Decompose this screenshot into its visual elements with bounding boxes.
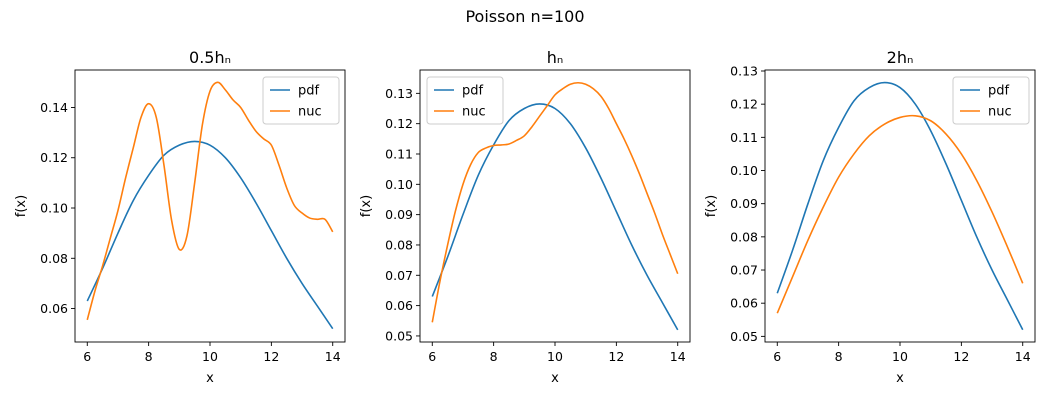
legend-label-nuc: nuc xyxy=(988,105,1012,120)
x-axis-label: x xyxy=(896,371,904,386)
y-tick-label: 0.14 xyxy=(40,100,68,115)
legend-box xyxy=(426,76,504,125)
x-tick-label: 12 xyxy=(953,349,969,364)
subplot-3: 6 8 10 12 14 0.05 0.06 0.07 0.08 0.09 0.10 0.11 0.12… xyxy=(704,48,1036,386)
x-tick-label: 6 xyxy=(428,349,436,364)
subplot-title: 2hₙ xyxy=(887,48,914,67)
y-tick-label: 0.05 xyxy=(385,328,413,343)
series-line-nuc xyxy=(431,81,679,323)
series-line-nuc xyxy=(776,114,1024,314)
y-tick-label: 0.07 xyxy=(385,268,413,283)
subplot-2: 6 8 10 12 14 0.05 0.06 0.07 0.08 0.09 0.10 0.11 0.12… xyxy=(359,48,691,386)
y-tick-label: 0.06 xyxy=(730,296,758,311)
x-tick-label: 14 xyxy=(1015,349,1031,364)
y-tick-label: 0.05 xyxy=(730,329,758,344)
y-tick-label: 0.12 xyxy=(730,97,758,112)
x-tick-label: 14 xyxy=(670,349,686,364)
y-tick-label: 0.09 xyxy=(730,196,758,211)
y-axis-label: f(x) xyxy=(704,195,719,217)
subplot-1: 6 8 10 12 14 0.06 0.08 0.10 0.12 0.14 0.5hₙ x f(x) pd… xyxy=(14,48,346,386)
x-tick-label: 8 xyxy=(490,349,498,364)
x-tick-label: 6 xyxy=(773,349,781,364)
legend-label-nuc: nuc xyxy=(462,105,486,120)
y-tick-label: 0.13 xyxy=(385,86,413,101)
x-axis-label: x xyxy=(551,371,559,386)
legend-label-nuc: nuc xyxy=(298,105,322,120)
x-tick-label: 10 xyxy=(202,349,218,364)
y-tick-label: 0.10 xyxy=(385,177,413,192)
x-tick-label: 12 xyxy=(263,349,279,364)
x-tick-label: 8 xyxy=(835,349,843,364)
legend-label-pdf: pdf xyxy=(462,84,484,99)
subplot-title: hₙ xyxy=(547,48,564,67)
y-tick-label: 0.08 xyxy=(730,229,758,244)
x-tick-label: 10 xyxy=(547,349,563,364)
y-tick-label: 0.08 xyxy=(40,251,68,266)
subplots: 6 8 10 12 14 0.06 0.08 0.10 0.12 0.14 0.5hₙ x f(x) pd… xyxy=(14,48,1036,386)
legend: pdf nuc xyxy=(426,76,504,125)
legend-box xyxy=(952,76,1030,125)
x-tick-label: 14 xyxy=(325,349,341,364)
y-tick-label: 0.10 xyxy=(730,163,758,178)
x-tick-label: 8 xyxy=(145,349,153,364)
legend-box xyxy=(262,76,340,125)
series-line-pdf xyxy=(431,103,679,331)
y-tick-label: 0.10 xyxy=(40,201,68,216)
x-tick-label: 12 xyxy=(608,349,624,364)
y-tick-label: 0.13 xyxy=(730,63,758,78)
x-axis-label: x xyxy=(206,371,214,386)
y-tick-label: 0.11 xyxy=(730,130,758,145)
legend-label-pdf: pdf xyxy=(988,84,1010,99)
y-tick-label: 0.06 xyxy=(40,301,68,316)
series-line-pdf xyxy=(86,140,334,330)
y-tick-label: 0.07 xyxy=(730,263,758,278)
legend-label-pdf: pdf xyxy=(298,84,320,99)
legend: pdf nuc xyxy=(952,76,1030,125)
y-tick-label: 0.12 xyxy=(40,150,68,165)
x-tick-label: 10 xyxy=(892,349,908,364)
y-axis-label: f(x) xyxy=(14,195,29,217)
subplot-title: 0.5hₙ xyxy=(189,48,231,67)
y-tick-label: 0.12 xyxy=(385,116,413,131)
series-line-pdf xyxy=(776,81,1024,331)
y-tick-label: 0.09 xyxy=(385,207,413,222)
y-tick-label: 0.11 xyxy=(385,146,413,161)
figure-title: Poisson n=100 xyxy=(465,7,584,26)
y-tick-label: 0.06 xyxy=(385,298,413,313)
x-tick-label: 6 xyxy=(83,349,91,364)
legend: pdf nuc xyxy=(262,76,340,125)
y-axis-label: f(x) xyxy=(359,195,374,217)
y-tick-label: 0.08 xyxy=(385,237,413,252)
series-line-nuc xyxy=(86,81,334,321)
